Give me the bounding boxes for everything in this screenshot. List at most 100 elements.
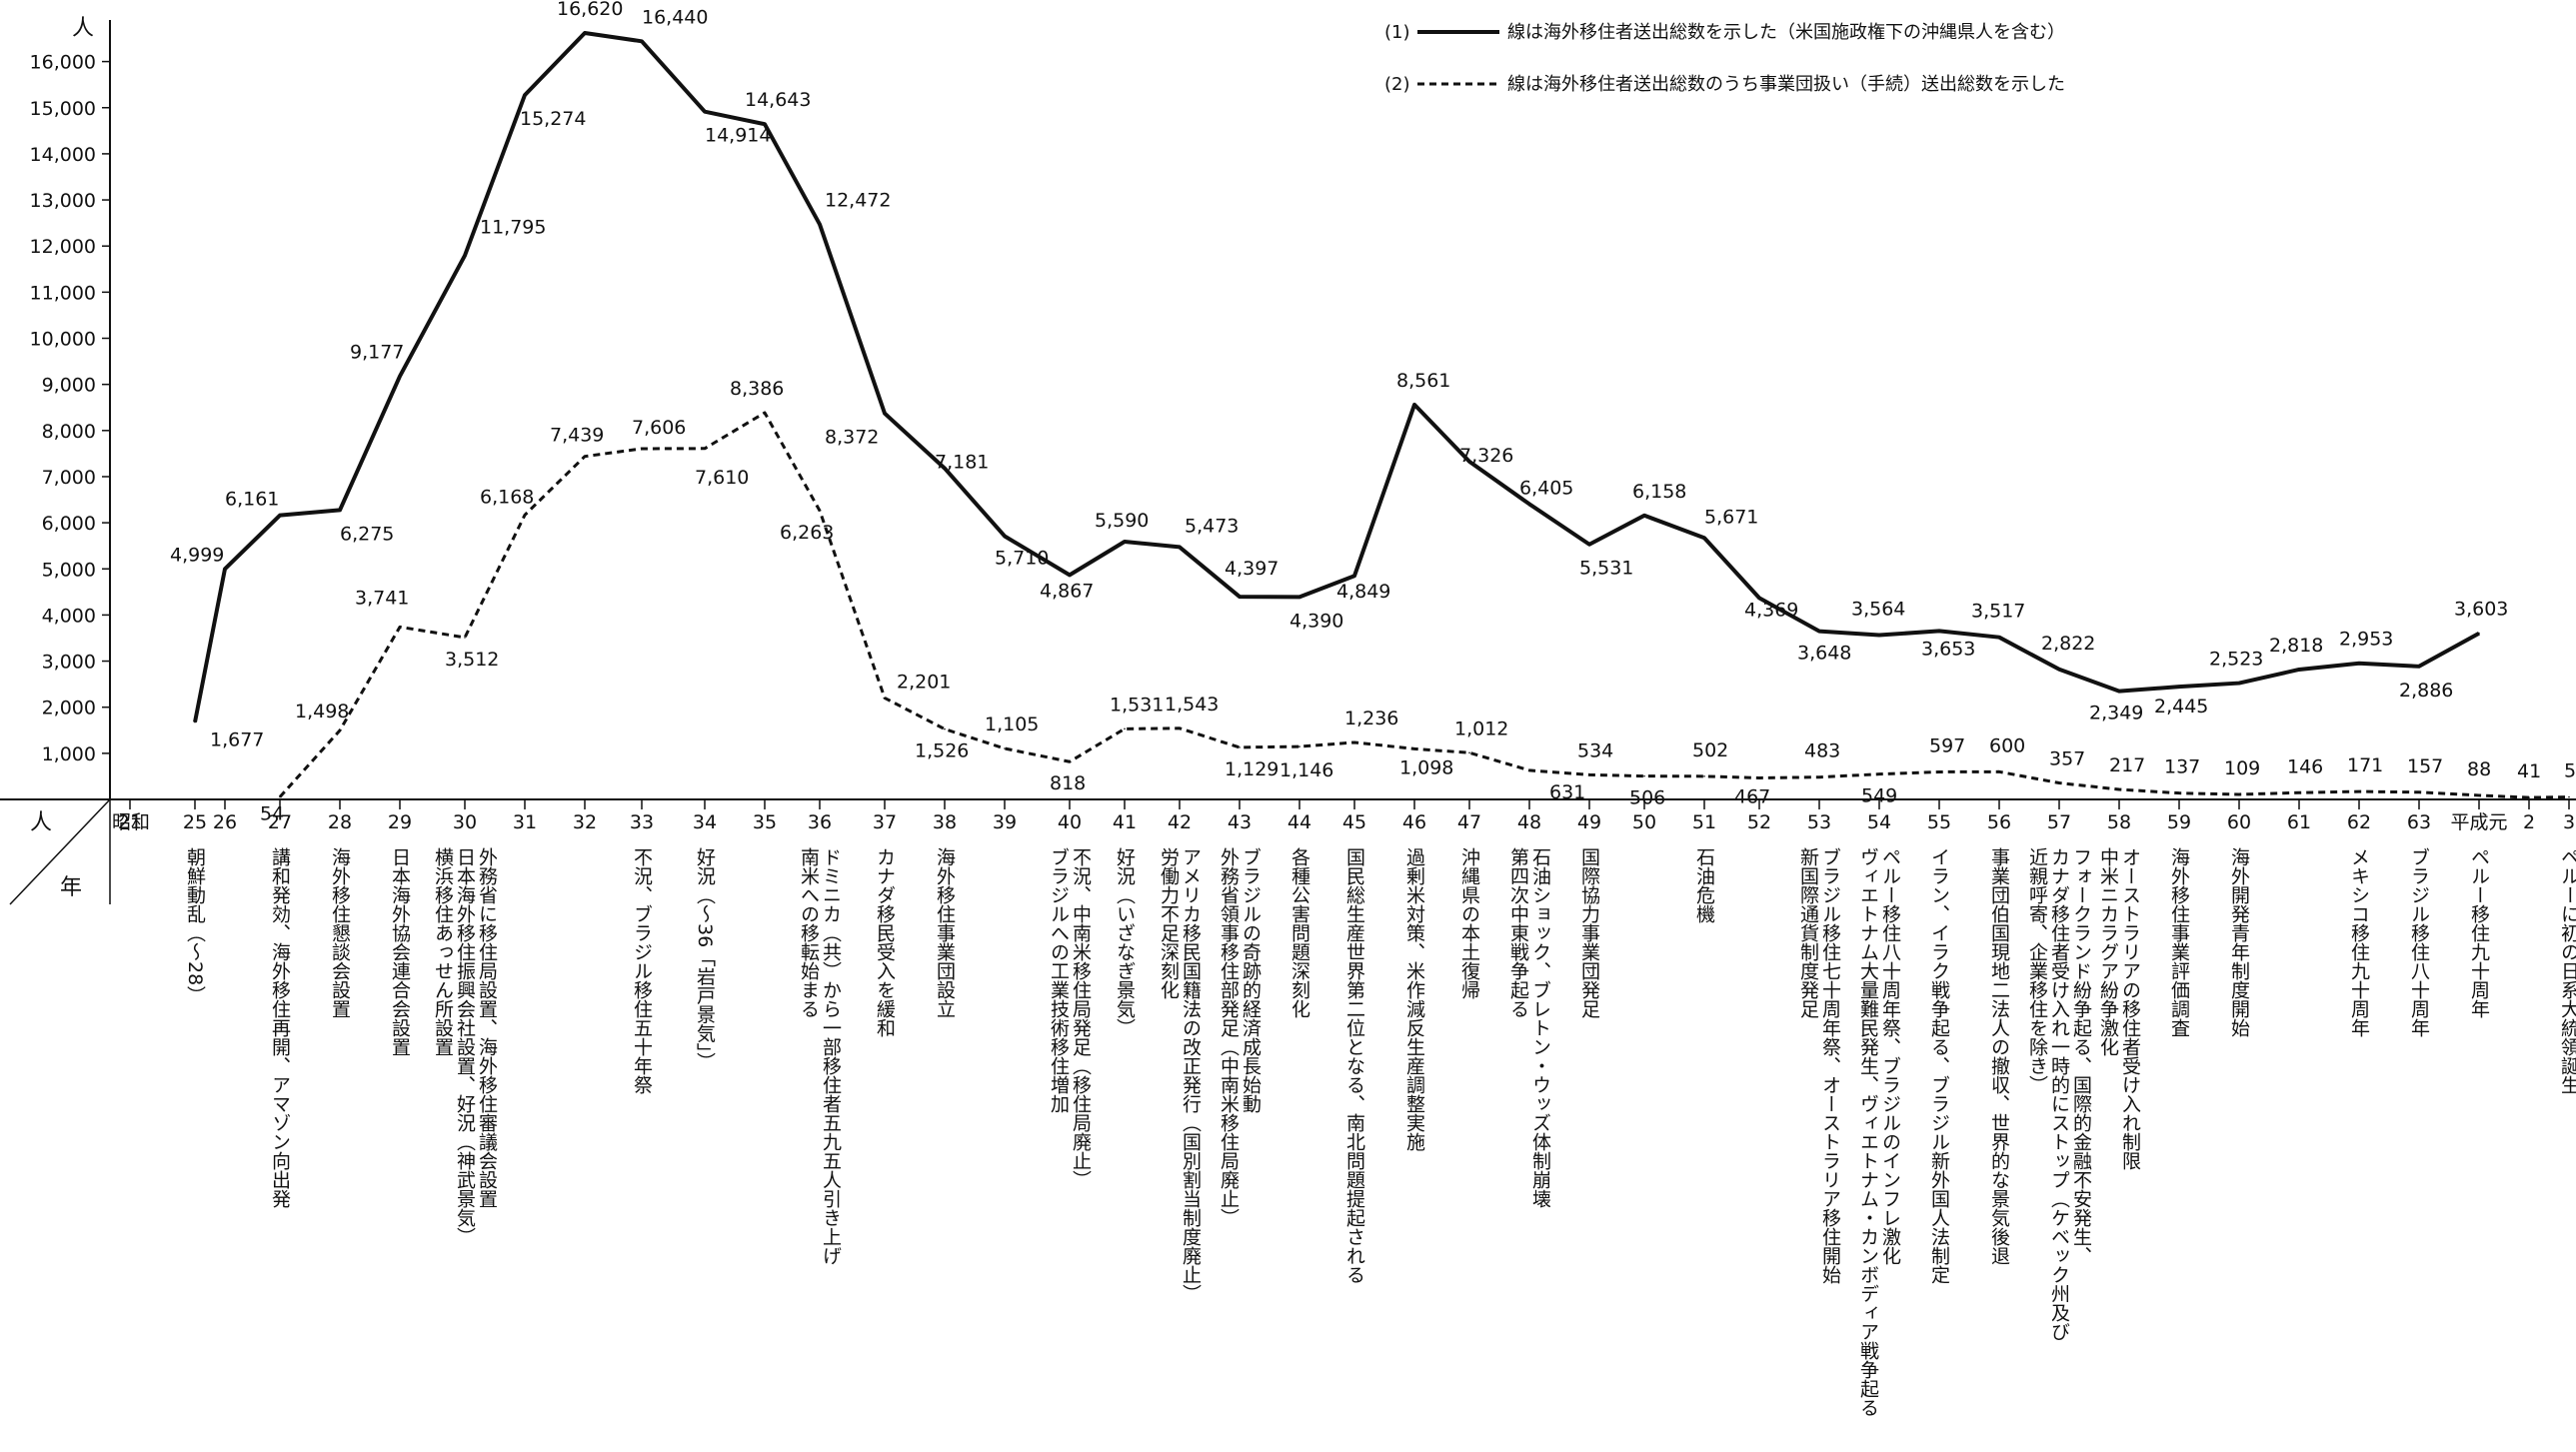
y-tick-label: 5,000 [42,559,96,581]
x-tick-label: 50 [1632,811,1656,833]
x-tick-label: 51 [1692,811,1716,833]
x-tick-label: 2 [2523,811,2535,833]
x-tick-label: 56 [1987,811,2011,833]
data-label: 2,201 [897,671,951,693]
data-point [2568,795,2570,798]
x-tick-label: 44 [1288,811,1311,833]
x-tick-label: 33 [630,811,654,833]
data-label: 502 [1692,739,1728,761]
event-annotation: 過剰米対策、米作減反生産調整実施 [1403,847,1425,1151]
data-label: 6,263 [780,522,834,544]
data-label: 597 [1929,734,1965,756]
data-label: 52 [2564,760,2576,782]
y-tick-labels: 1,000 2,000 3,000 4,000 5,000 6,000 7,000 8,000… [30,52,110,765]
x-tick-label: 26 [213,811,237,833]
data-label: 7,326 [1459,445,1513,467]
data-label: 217 [2109,754,2145,776]
event-annotation: ドミニカ（共）から一部移住者五九五人引き上げ [820,847,842,1265]
data-label: 137 [2164,756,2200,778]
x-tick-label: 30 [453,811,477,833]
data-label: 14,643 [745,89,811,111]
event-annotation: 日本海外協会連合会設置 [389,847,411,1056]
y-tick-label: 16,000 [30,52,96,74]
header-diagonal [9,798,111,905]
data-label: 357 [2049,748,2085,770]
x-tick-labels: 21 25 26 27 28 29 30 31 32 33 34 35 36 37 38 39 40 41 42 43… [118,799,2575,833]
data-label: 534 [1577,739,1613,761]
event-annotation: 労働力不足深刻化 [1158,847,1180,999]
data-point [1179,546,1181,549]
event-annotation: 石油危機 [1693,847,1715,923]
data-point [1179,726,1181,729]
data-point [2478,632,2480,635]
event-annotation: 外務省領事移住部発足（中南米移住局廃止） [1218,847,1240,1227]
data-point [1938,630,1940,633]
data-label: 3,648 [1797,643,1851,665]
y-tick-label: 15,000 [30,98,96,120]
event-annotation: 外務省に移住局設置、海外移住審議会設置 [476,847,498,1208]
data-label: 6,158 [1632,481,1686,503]
data-point [584,32,586,34]
data-point [641,448,643,450]
data-point [1413,404,1415,406]
data-point [819,510,821,512]
y-tick-label: 2,000 [42,698,96,720]
x-tick-label: 27 [268,811,292,833]
event-annotation: カナダ移住者受け入れ一時的にストップ（ケベック州及び [2048,847,2070,1341]
data-label: 1,526 [915,740,969,762]
data-label: 109 [2224,757,2260,779]
event-annotation: カナダ移民受入を緩和 [874,847,896,1037]
data-label: 8,386 [730,378,784,400]
event-annotation: ペルー移住九十周年 [2468,847,2490,1018]
data-label: 4,849 [1336,581,1390,603]
data-point [1239,596,1241,598]
data-label: 1,105 [985,714,1039,735]
data-point [1818,630,1820,633]
data-point [2178,791,2180,794]
data-label: 7,181 [935,452,989,474]
event-annotation: オーストラリアの移住者受け入れ制限 [2119,847,2141,1170]
data-label: 2,349 [2089,703,2143,725]
y-tick-label: 3,000 [42,652,96,674]
data-point [1069,574,1071,577]
data-point [641,40,643,43]
series-agency-line [278,411,2570,799]
event-annotation: 好況（〜36「岩戸景気」） [694,847,716,1071]
data-point [279,795,281,798]
event-annotation: ブラジル移住八十周年 [2408,847,2430,1037]
y-tick-label: 11,000 [30,282,96,304]
data-label: 1,677 [210,729,264,751]
data-point [584,455,586,458]
data-point [1588,773,1590,776]
data-label: 467 [1734,785,1770,807]
x-tick-label: 43 [1228,811,1252,833]
era-label: 昭和 [112,811,150,833]
data-label: 1,098 [1399,756,1453,778]
event-annotation: ブラジルの奇跡的経済成長始動 [1240,847,1262,1113]
x-tick-label: 63 [2407,811,2431,833]
data-label: 7,610 [695,467,749,489]
event-annotation: 中米ニカラグア紛争激化 [2097,847,2119,1056]
data-point [1758,597,1760,600]
data-label: 6,161 [225,489,279,511]
data-labels: 1,677 4,999 6,161 6,275 9,177 11,795 15,274 16,… [170,0,2576,825]
data-point [764,412,766,414]
data-label: 5,473 [1185,515,1239,537]
data-label: 3,603 [2454,599,2508,621]
y-tick-label: 1,000 [42,743,96,765]
data-point [524,94,526,96]
x-tick-label: 42 [1168,811,1192,833]
x-tick-label: 58 [2107,811,2131,833]
data-label: 11,795 [480,217,546,239]
y-tick-label: 14,000 [30,144,96,166]
data-label: 9,177 [350,341,404,363]
data-point [1004,747,1006,749]
x-tick-label: 55 [1927,811,1951,833]
data-point [704,447,706,450]
x-tick-label: 38 [933,811,957,833]
data-label: 2,822 [2041,633,2095,655]
data-point [2418,666,2420,668]
data-point [1528,503,1530,506]
data-label: 5,531 [1579,558,1633,580]
data-label: 1,531 [1110,694,1164,716]
